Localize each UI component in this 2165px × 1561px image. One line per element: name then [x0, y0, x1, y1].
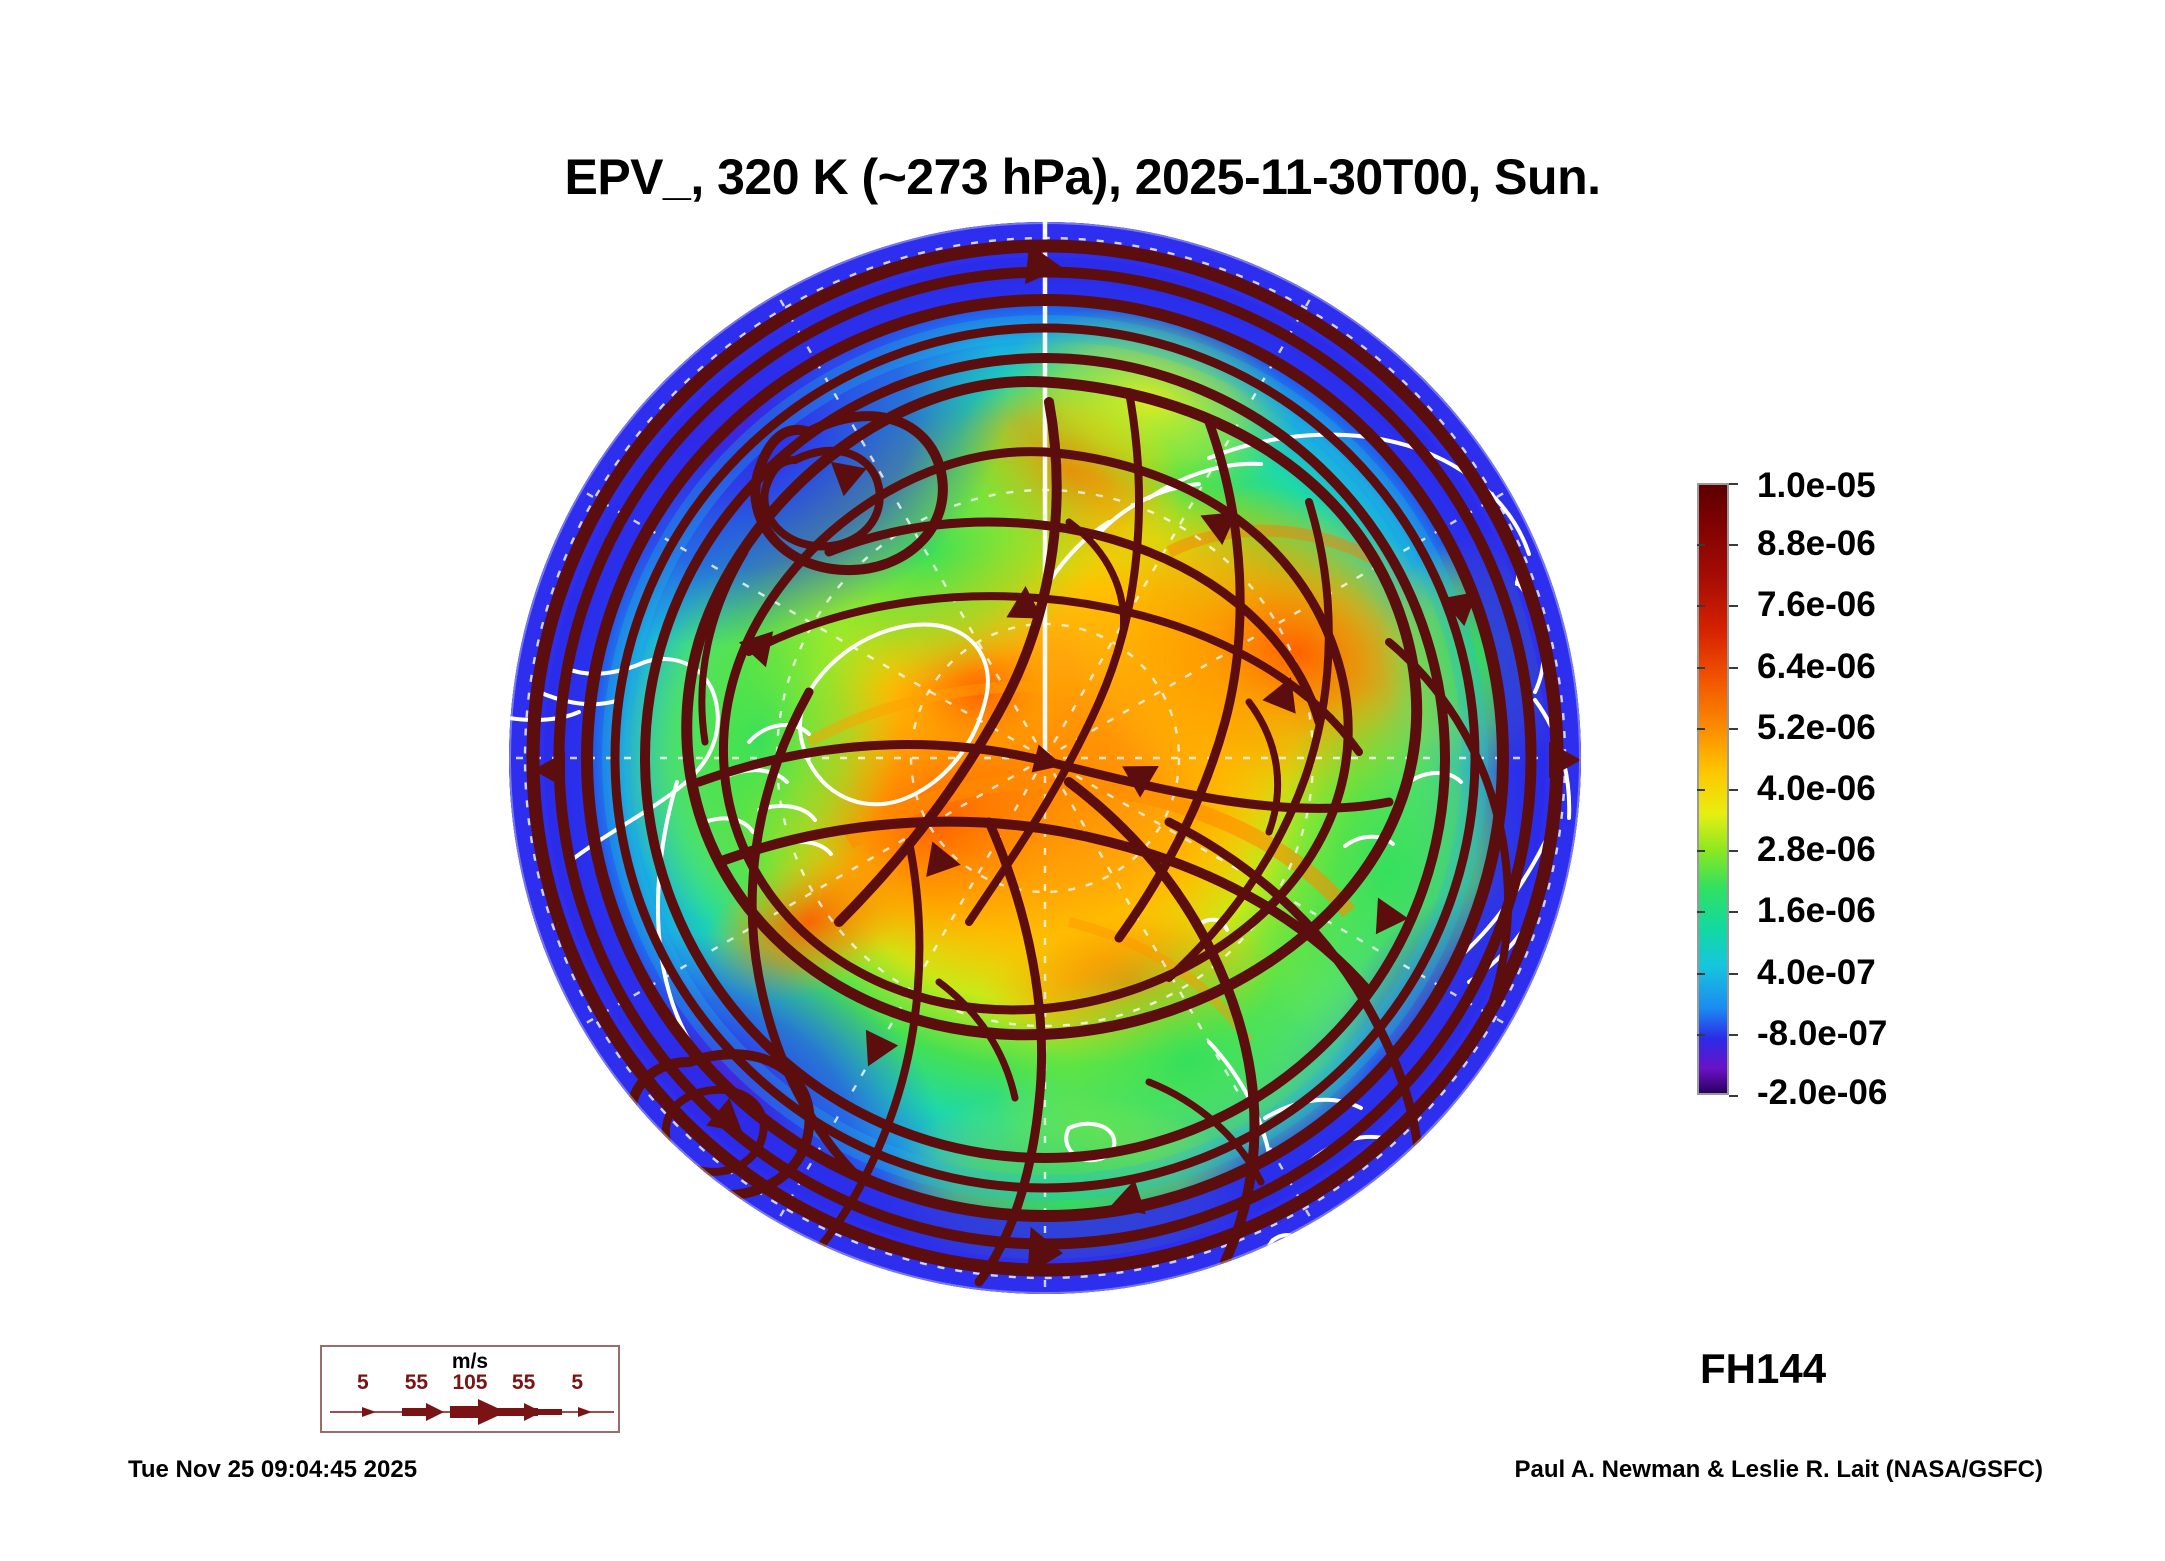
polar-stereographic-map[interactable]	[509, 222, 1581, 1294]
wind-speed-arrow-scale	[330, 1399, 614, 1425]
colorbar: 1.0e-05 8.8e-06 7.6e-06 6.4e-06 5.2e-06 …	[1697, 466, 2117, 1112]
colorbar-tick	[1729, 544, 1738, 547]
colorbar-tick	[1729, 1033, 1738, 1036]
colorbar-label: 4.0e-07	[1757, 952, 1876, 992]
wind-tick-label: 105	[452, 1371, 488, 1394]
page-title: EPV_, 320 K (~273 hPa), 2025-11-30T00, S…	[564, 149, 1601, 205]
colorbar-tick-inner	[1697, 544, 1705, 547]
colorbar-label: 8.8e-06	[1757, 524, 1876, 564]
wind-tick-label: 55	[511, 1371, 536, 1394]
streamline-arrowheads	[533, 244, 1581, 1275]
colorbar-tick	[1729, 483, 1738, 485]
colorbar-tick	[1729, 972, 1738, 975]
colorbar-tick-inner	[1697, 972, 1705, 975]
colorbar-label: 2.8e-06	[1757, 830, 1876, 870]
forecast-hour-label: FH144	[1700, 1345, 1827, 1392]
colorbar-tick	[1729, 666, 1738, 669]
map-disc	[509, 222, 1581, 1294]
colorbar-tick	[1729, 1095, 1738, 1097]
colorbar-tick-inner	[1697, 911, 1705, 914]
colorbar-label: 6.4e-06	[1757, 646, 1876, 686]
colorbar-label: 7.6e-06	[1757, 585, 1876, 625]
colorbar-tick	[1729, 789, 1738, 791]
colorbar-tick	[1729, 850, 1738, 853]
colorbar-tick-inner	[1697, 666, 1705, 669]
colorbar-tick-inner	[1697, 727, 1705, 730]
colorbar-tick	[1729, 911, 1738, 914]
generation-timestamp: Tue Nov 25 09:04:45 2025	[128, 1456, 418, 1483]
colorbar-label: 5.2e-06	[1757, 707, 1876, 747]
wind-tick-label: 5	[571, 1371, 584, 1394]
wind-speed-unit-label: m/s	[451, 1350, 489, 1373]
wind-speed-ticklabels: 5 55 105 55 5	[322, 1371, 618, 1395]
colorbar-label: -8.0e-07	[1757, 1013, 1888, 1053]
colorbar-label: 1.0e-05	[1757, 466, 1876, 505]
colorbar-tick-inner	[1697, 850, 1705, 853]
epv-field-svg	[509, 222, 1581, 1294]
colorbar-tick-inner	[1697, 1033, 1705, 1036]
author-credits: Paul A. Newman & Leslie R. Lait (NASA/GS…	[1514, 1456, 2043, 1483]
wind-tick-label: 5	[356, 1371, 369, 1394]
colorbar-label: 1.6e-06	[1757, 891, 1876, 931]
colorbar-label: 4.0e-06	[1757, 769, 1876, 808]
colorbar-label: -2.0e-06	[1757, 1073, 1888, 1112]
wind-tick-label: 55	[404, 1371, 429, 1394]
wind-speed-legend: m/s 5 55 105 55 5	[320, 1345, 620, 1433]
colorbar-tick-inner	[1697, 789, 1705, 791]
colorbar-tick-inner	[1697, 605, 1705, 608]
colorbar-tick	[1729, 727, 1738, 730]
colorbar-tick	[1729, 605, 1738, 608]
